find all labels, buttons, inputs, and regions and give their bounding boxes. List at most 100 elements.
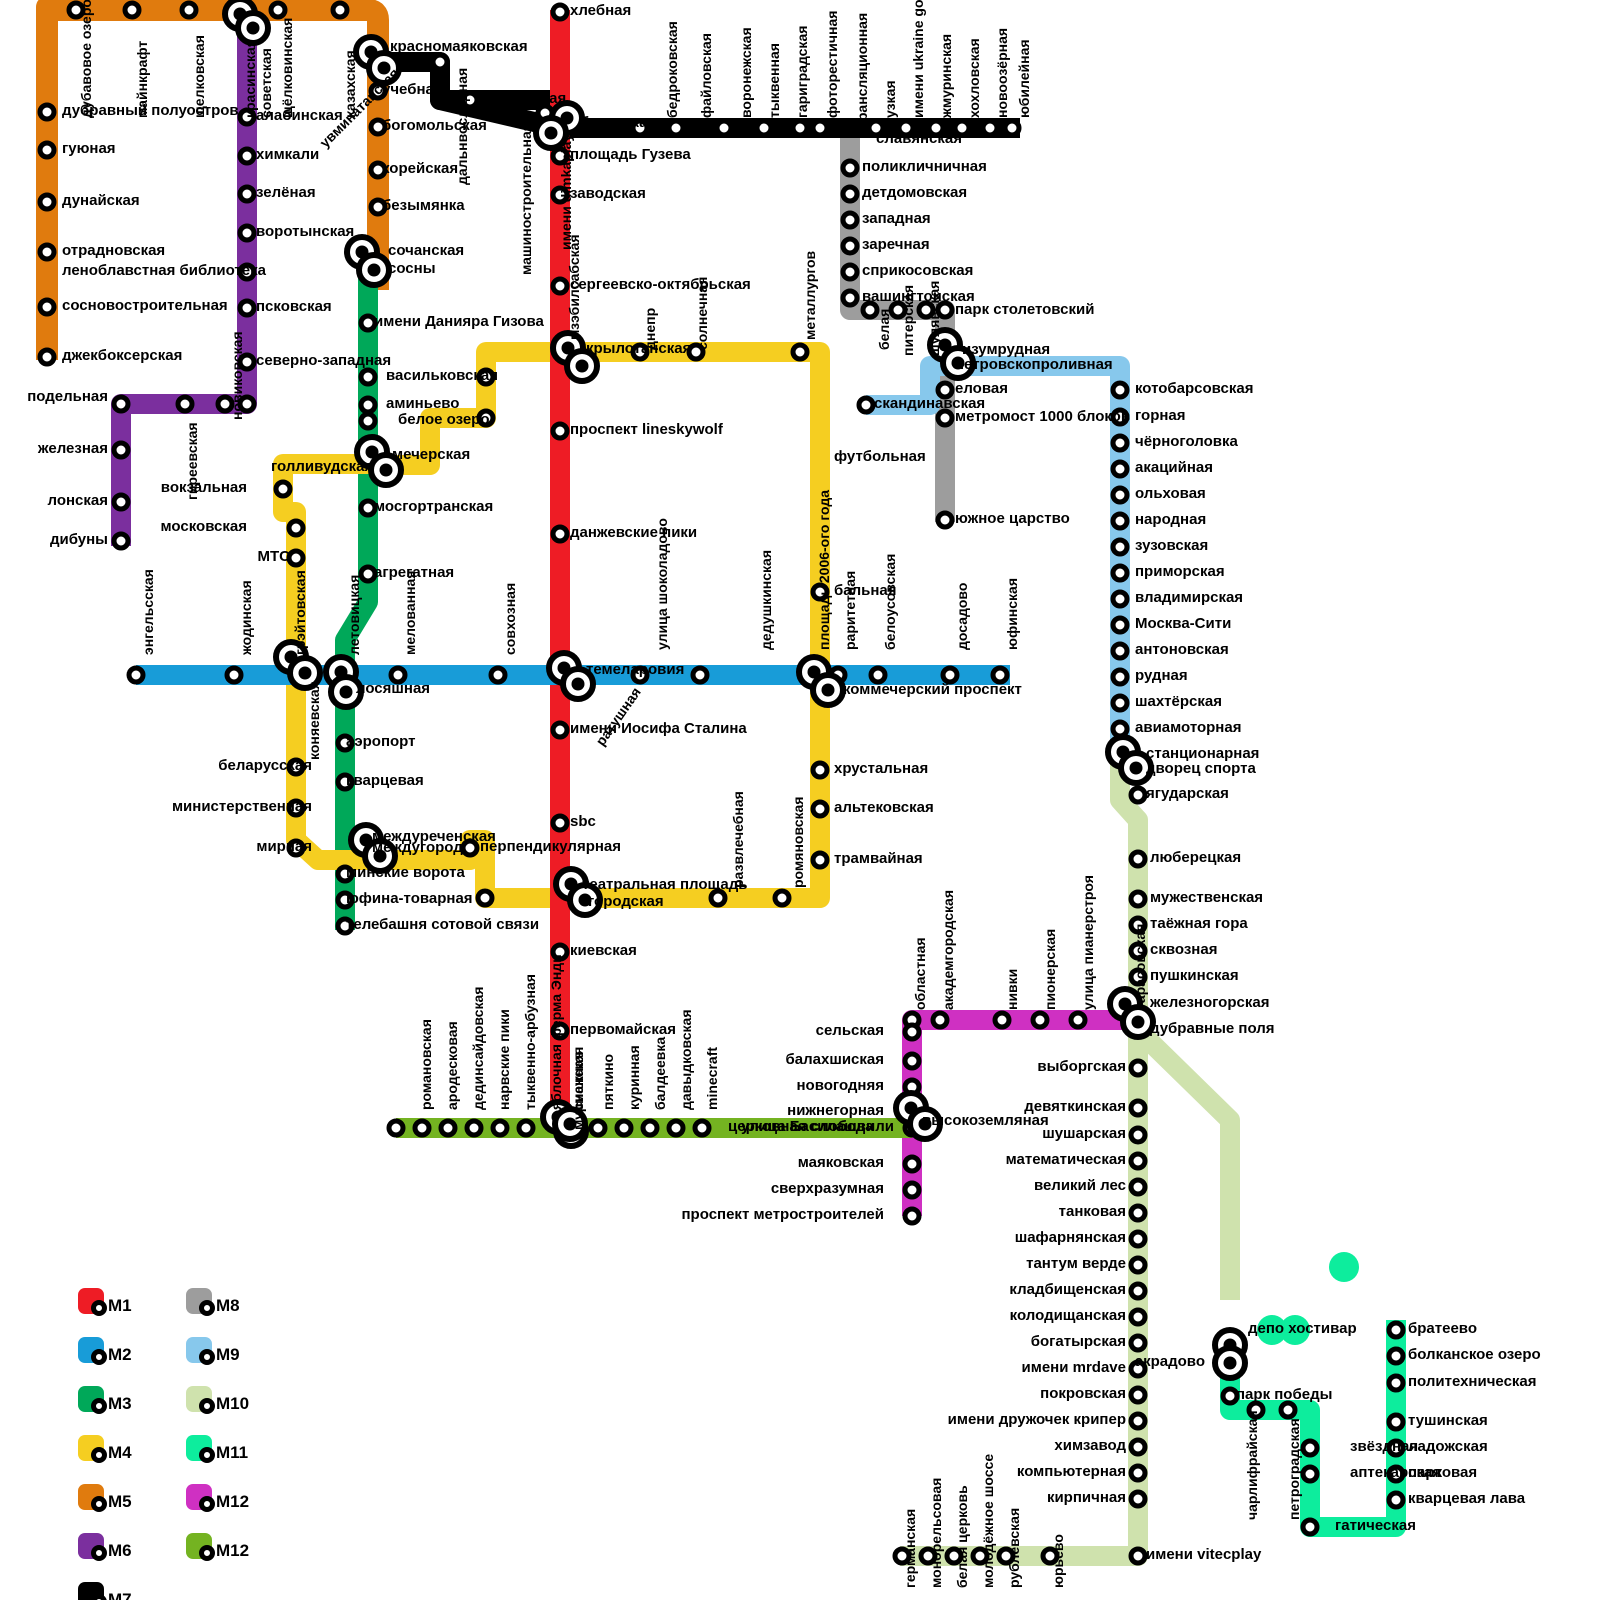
station-dot[interactable] (126, 665, 146, 685)
station-dot[interactable] (754, 118, 774, 138)
station-dot[interactable] (708, 888, 728, 908)
station-dot[interactable] (1110, 589, 1130, 609)
station-dot[interactable] (630, 342, 650, 362)
station-dot[interactable] (1128, 1203, 1148, 1223)
station-dot[interactable] (286, 518, 306, 538)
station-dot[interactable] (335, 772, 355, 792)
station-dot[interactable] (1128, 941, 1148, 961)
station-dot[interactable] (1386, 1412, 1406, 1432)
station-dot[interactable] (935, 408, 955, 428)
station-dot[interactable] (358, 564, 378, 584)
station-dot[interactable] (1110, 719, 1130, 739)
station-dot[interactable] (1110, 459, 1130, 479)
station-dot[interactable] (1128, 1281, 1148, 1301)
station-dot[interactable] (550, 942, 570, 962)
station-dot[interactable] (1246, 1400, 1266, 1420)
station-dot[interactable] (179, 0, 199, 20)
station-dot[interactable] (935, 510, 955, 530)
station-dot[interactable] (810, 118, 830, 138)
station-dot[interactable] (175, 394, 195, 414)
station-dot[interactable] (1110, 537, 1130, 557)
station-dot[interactable] (1128, 1058, 1148, 1078)
station-dot[interactable] (614, 1118, 634, 1138)
station-dot[interactable] (1110, 380, 1130, 400)
station-dot[interactable] (1128, 1098, 1148, 1118)
station-dot[interactable] (902, 1180, 922, 1200)
station-dot[interactable] (992, 1010, 1012, 1030)
legend-line-label[interactable]: M11 (216, 1443, 249, 1462)
station-dot[interactable] (237, 146, 257, 166)
station-dot[interactable] (37, 102, 57, 122)
station-dot[interactable] (666, 118, 686, 138)
station-dot[interactable] (640, 1118, 660, 1138)
station-dot[interactable] (866, 118, 886, 138)
station-dot[interactable] (237, 107, 257, 127)
station-dot[interactable] (790, 342, 810, 362)
station-dot[interactable] (490, 1118, 510, 1138)
station-dot[interactable] (460, 838, 480, 858)
station-dot[interactable] (237, 394, 257, 414)
station-dot[interactable] (630, 665, 650, 685)
station-dot[interactable] (1300, 1464, 1320, 1484)
station-dot[interactable] (840, 210, 860, 230)
station-dot[interactable] (66, 0, 86, 20)
station-dot[interactable] (335, 733, 355, 753)
station-dot[interactable] (902, 1051, 922, 1071)
station-dot[interactable] (1278, 1400, 1298, 1420)
station-dot[interactable] (714, 118, 734, 138)
station-dot[interactable] (1110, 407, 1130, 427)
station-dot[interactable] (630, 118, 650, 138)
station-dot[interactable] (1110, 433, 1130, 453)
station-dot[interactable] (1128, 1437, 1148, 1457)
legend-line-label[interactable]: M7 (108, 1590, 132, 1600)
station-dot[interactable] (1300, 1438, 1320, 1458)
station-dot[interactable] (335, 890, 355, 910)
station-dot[interactable] (840, 262, 860, 282)
station-dot[interactable] (1128, 1463, 1148, 1483)
station-dot[interactable] (1128, 1385, 1148, 1405)
station-dot[interactable] (868, 665, 888, 685)
station-dot[interactable] (1110, 485, 1130, 505)
station-dot[interactable] (1128, 915, 1148, 935)
station-dot[interactable] (918, 1546, 938, 1566)
station-dot[interactable] (368, 160, 388, 180)
station-dot[interactable] (860, 300, 880, 320)
station-dot[interactable] (790, 118, 810, 138)
station-dot[interactable] (1128, 849, 1148, 869)
station-dot[interactable] (550, 524, 570, 544)
station-dot[interactable] (1128, 1151, 1148, 1171)
station-dot[interactable] (516, 1118, 536, 1138)
station-dot[interactable] (550, 276, 570, 296)
station-dot[interactable] (550, 813, 570, 833)
legend-line-label[interactable]: M8 (216, 1296, 240, 1315)
station-dot[interactable] (980, 118, 1000, 138)
station-dot[interactable] (224, 665, 244, 685)
station-dot[interactable] (1128, 1125, 1148, 1145)
legend-line-label[interactable]: M2 (108, 1345, 132, 1364)
legend-line-label[interactable]: M4 (108, 1443, 132, 1462)
station-dot[interactable] (1110, 511, 1130, 531)
station-dot[interactable] (550, 146, 570, 166)
station-dot[interactable] (237, 223, 257, 243)
station-dot[interactable] (1386, 1464, 1406, 1484)
legend-line-label[interactable]: M5 (108, 1492, 132, 1511)
station-dot[interactable] (488, 665, 508, 685)
station-dot[interactable] (810, 582, 830, 602)
station-dot[interactable] (1110, 693, 1130, 713)
station-dot[interactable] (840, 288, 860, 308)
station-dot[interactable] (940, 665, 960, 685)
station-dot[interactable] (111, 394, 131, 414)
station-dot[interactable] (358, 498, 378, 518)
station-dot[interactable] (1128, 967, 1148, 987)
station-dot[interactable] (930, 1010, 950, 1030)
station-dot[interactable] (37, 140, 57, 160)
station-dot[interactable] (111, 440, 131, 460)
station-dot[interactable] (1128, 1229, 1148, 1249)
station-dot[interactable] (1110, 641, 1130, 661)
station-dot[interactable] (237, 262, 257, 282)
station-dot[interactable] (1386, 1346, 1406, 1366)
station-dot[interactable] (111, 492, 131, 512)
legend-line-label[interactable]: M12 (216, 1541, 250, 1560)
station-dot[interactable] (358, 411, 378, 431)
station-dot[interactable] (286, 548, 306, 568)
